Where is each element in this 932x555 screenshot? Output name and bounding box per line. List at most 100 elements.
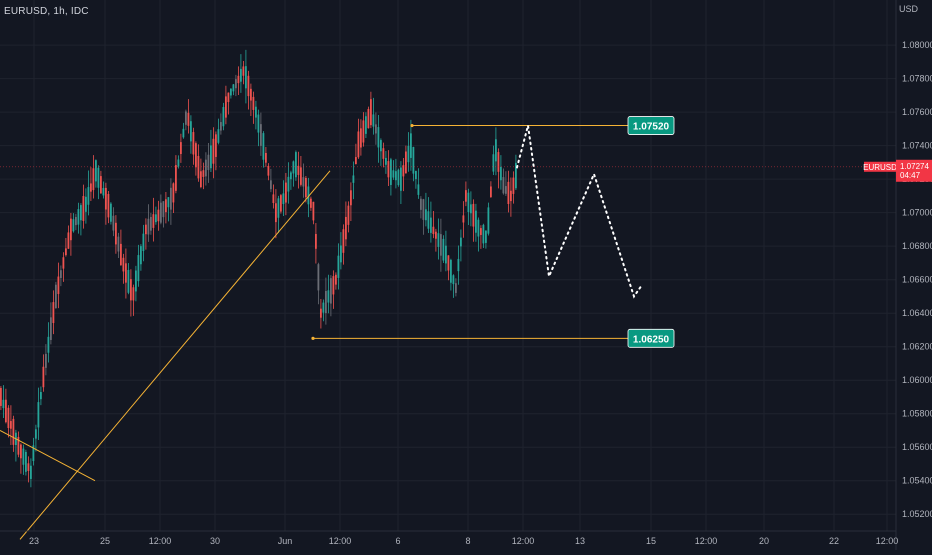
y-tick-label: 1.05800 xyxy=(902,409,932,419)
candle-body xyxy=(450,259,452,283)
candle-body xyxy=(110,203,112,222)
candle-body xyxy=(440,234,442,256)
x-tick-label: 12:00 xyxy=(695,536,718,546)
candle-body xyxy=(497,152,500,172)
y-tick-label: 1.07400 xyxy=(902,141,932,151)
current-price-tag xyxy=(896,159,932,182)
candle-body xyxy=(242,66,245,76)
candle-body xyxy=(290,172,292,180)
candle-body xyxy=(142,233,145,251)
x-tick-label: 12:00 xyxy=(149,536,172,546)
candle-body xyxy=(152,214,155,228)
trendline xyxy=(19,170,331,540)
candle-body xyxy=(425,209,427,221)
candle-body xyxy=(192,132,195,155)
candle-body xyxy=(190,121,192,142)
y-tick-label: 1.06600 xyxy=(902,275,932,285)
candle-body xyxy=(285,182,287,203)
candle-body xyxy=(392,170,395,178)
candle-body xyxy=(432,226,435,235)
candle-body xyxy=(132,287,135,301)
candle-body xyxy=(240,68,242,82)
candle-body xyxy=(317,264,320,291)
candle-body xyxy=(442,238,445,261)
candle-body xyxy=(470,204,472,214)
candle-body xyxy=(97,167,100,188)
candle-body xyxy=(227,92,230,103)
candle-body xyxy=(505,186,507,194)
candle-body xyxy=(135,270,137,292)
candle-body xyxy=(410,133,412,158)
y-tick-label: 1.06800 xyxy=(902,241,932,251)
candle-body xyxy=(492,154,495,172)
candle-body xyxy=(382,148,385,159)
candle-body xyxy=(487,207,490,234)
candle-body xyxy=(387,161,390,178)
y-tick-label: 1.05200 xyxy=(902,509,932,519)
y-tick-label: 1.07600 xyxy=(902,107,932,117)
candle-body xyxy=(397,169,400,186)
candle-body xyxy=(375,124,377,134)
candle-body xyxy=(430,217,432,233)
currency-label: USD xyxy=(899,4,919,14)
candle-body xyxy=(7,407,10,429)
candle-body xyxy=(207,154,210,171)
trendline xyxy=(0,430,96,482)
candle-body xyxy=(412,147,415,174)
grid xyxy=(0,0,896,531)
candle-body xyxy=(112,215,115,231)
candle-body xyxy=(405,151,407,174)
candle-body xyxy=(165,199,167,213)
x-tick-label: 15 xyxy=(646,536,656,546)
candle-body xyxy=(377,127,380,148)
candle-body xyxy=(437,233,440,247)
candle-body xyxy=(40,391,42,400)
candle-body xyxy=(95,160,97,182)
candle-body xyxy=(345,216,347,240)
candle-body xyxy=(25,451,27,472)
candle-body xyxy=(297,165,300,175)
candle-body xyxy=(137,255,140,282)
candle-body xyxy=(225,96,227,118)
candle-body xyxy=(347,205,350,225)
candle-body xyxy=(5,399,7,423)
candle-body xyxy=(407,145,410,163)
candle-body xyxy=(170,187,172,210)
y-tick-label: 1.07000 xyxy=(902,208,932,218)
candle-body xyxy=(337,255,340,278)
candle-body xyxy=(77,209,80,225)
candle-body xyxy=(210,145,212,169)
x-tick-label: Jun xyxy=(278,536,293,546)
candle-body xyxy=(295,152,297,178)
candle-body xyxy=(130,279,132,301)
candle-body xyxy=(195,143,197,168)
candle-body xyxy=(127,269,130,293)
candle-body xyxy=(120,243,122,266)
x-tick-label: 12:00 xyxy=(329,536,352,546)
candle-body xyxy=(222,107,225,127)
candle-body xyxy=(205,159,207,177)
candle-body xyxy=(362,120,365,143)
candle-body xyxy=(325,291,327,314)
candle-body xyxy=(47,336,50,353)
x-tick-label: 22 xyxy=(829,536,839,546)
candle-body xyxy=(10,421,12,429)
candle-body xyxy=(420,198,422,210)
candle-body xyxy=(445,245,447,264)
level-tag-label: 1.06250 xyxy=(633,334,670,345)
y-tick-label: 1.06200 xyxy=(902,342,932,352)
candle-body xyxy=(360,128,362,148)
candle-body xyxy=(282,193,285,205)
candle-body xyxy=(20,444,22,459)
candle-body xyxy=(472,203,475,227)
candle-body xyxy=(272,194,275,204)
candle-body xyxy=(257,114,260,133)
candle-body xyxy=(67,232,70,249)
candle-body xyxy=(182,128,185,138)
candle-body xyxy=(60,270,62,278)
candle-body xyxy=(115,222,117,245)
candle-body xyxy=(342,229,345,253)
candle-body xyxy=(162,201,165,218)
